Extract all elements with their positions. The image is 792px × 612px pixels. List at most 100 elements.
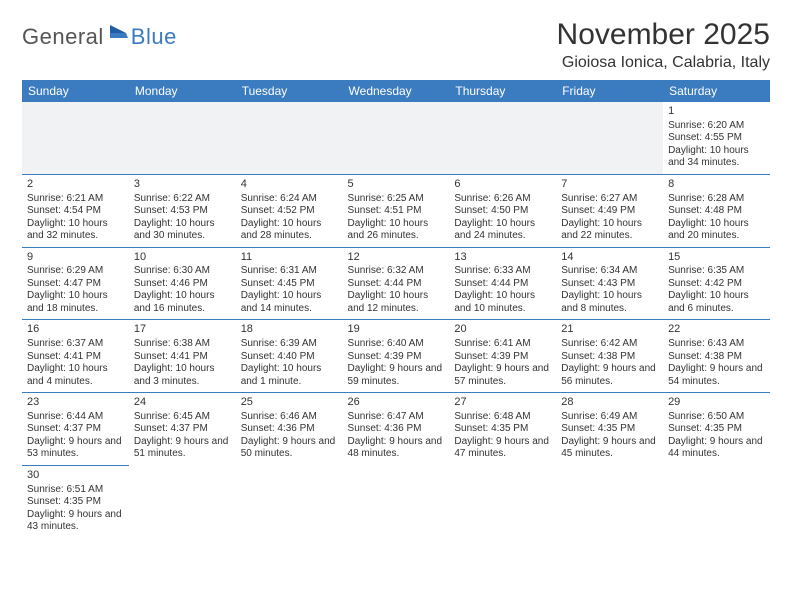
- calendar-cell: [556, 102, 663, 174]
- calendar-cell: [343, 102, 450, 174]
- sunset-text: Sunset: 4:45 PM: [241, 278, 338, 291]
- calendar-cell: 21Sunrise: 6:42 AMSunset: 4:38 PMDayligh…: [556, 320, 663, 393]
- calendar-cell: 9Sunrise: 6:29 AMSunset: 4:47 PMDaylight…: [22, 247, 129, 320]
- calendar-header-row: SundayMondayTuesdayWednesdayThursdayFrid…: [22, 80, 770, 102]
- logo-text-blue: Blue: [131, 24, 177, 50]
- day-number: 7: [561, 178, 658, 192]
- daylight-text: Daylight: 9 hours and 54 minutes.: [668, 363, 765, 388]
- day-number: 3: [134, 178, 231, 192]
- sunrise-text: Sunrise: 6:34 AM: [561, 265, 658, 278]
- daylight-text: Daylight: 10 hours and 3 minutes.: [134, 363, 231, 388]
- daylight-text: Daylight: 10 hours and 4 minutes.: [27, 363, 124, 388]
- sunrise-text: Sunrise: 6:26 AM: [454, 193, 551, 206]
- calendar-cell: 15Sunrise: 6:35 AMSunset: 4:42 PMDayligh…: [663, 247, 770, 320]
- day-number: 25: [241, 396, 338, 410]
- calendar-cell: 22Sunrise: 6:43 AMSunset: 4:38 PMDayligh…: [663, 320, 770, 393]
- sunset-text: Sunset: 4:55 PM: [668, 132, 765, 145]
- sunset-text: Sunset: 4:44 PM: [348, 278, 445, 291]
- weekday-header: Tuesday: [236, 80, 343, 102]
- sunset-text: Sunset: 4:46 PM: [134, 278, 231, 291]
- sunset-text: Sunset: 4:39 PM: [454, 351, 551, 364]
- sunset-text: Sunset: 4:48 PM: [668, 205, 765, 218]
- sunrise-text: Sunrise: 6:47 AM: [348, 411, 445, 424]
- calendar-cell: [449, 102, 556, 174]
- day-number: 24: [134, 396, 231, 410]
- sunset-text: Sunset: 4:40 PM: [241, 351, 338, 364]
- sunrise-text: Sunrise: 6:20 AM: [668, 120, 765, 133]
- daylight-text: Daylight: 10 hours and 22 minutes.: [561, 218, 658, 243]
- day-number: 15: [668, 251, 765, 265]
- sunrise-text: Sunrise: 6:29 AM: [27, 265, 124, 278]
- sunrise-text: Sunrise: 6:32 AM: [348, 265, 445, 278]
- sunrise-text: Sunrise: 6:40 AM: [348, 338, 445, 351]
- weekday-header: Friday: [556, 80, 663, 102]
- logo: General Blue: [22, 24, 177, 50]
- daylight-text: Daylight: 9 hours and 45 minutes.: [561, 436, 658, 461]
- logo-text-general: General: [22, 24, 104, 50]
- sunset-text: Sunset: 4:43 PM: [561, 278, 658, 291]
- calendar-cell: 11Sunrise: 6:31 AMSunset: 4:45 PMDayligh…: [236, 247, 343, 320]
- daylight-text: Daylight: 10 hours and 20 minutes.: [668, 218, 765, 243]
- weekday-header: Monday: [129, 80, 236, 102]
- calendar-cell: 3Sunrise: 6:22 AMSunset: 4:53 PMDaylight…: [129, 174, 236, 247]
- day-number: 12: [348, 251, 445, 265]
- day-number: 19: [348, 323, 445, 337]
- sunrise-text: Sunrise: 6:31 AM: [241, 265, 338, 278]
- daylight-text: Daylight: 9 hours and 44 minutes.: [668, 436, 765, 461]
- calendar-cell: 5Sunrise: 6:25 AMSunset: 4:51 PMDaylight…: [343, 174, 450, 247]
- daylight-text: Daylight: 10 hours and 24 minutes.: [454, 218, 551, 243]
- calendar-body: 1Sunrise: 6:20 AMSunset: 4:55 PM Daylight…: [22, 102, 770, 538]
- title-block: November 2025 Gioiosa Ionica, Calabria, …: [557, 18, 770, 72]
- sunrise-text: Sunrise: 6:45 AM: [134, 411, 231, 424]
- daylight-text: Daylight: 10 hours and 1 minute.: [241, 363, 338, 388]
- daylight-text: Daylight: 9 hours and 56 minutes.: [561, 363, 658, 388]
- day-number: 1: [668, 105, 765, 119]
- calendar-cell: [343, 465, 450, 537]
- calendar-cell: 12Sunrise: 6:32 AMSunset: 4:44 PMDayligh…: [343, 247, 450, 320]
- day-number: 28: [561, 396, 658, 410]
- calendar-cell: 28Sunrise: 6:49 AMSunset: 4:35 PMDayligh…: [556, 393, 663, 466]
- day-number: 2: [27, 178, 124, 192]
- day-number: 22: [668, 323, 765, 337]
- daylight-text: Daylight: 10 hours and 12 minutes.: [348, 290, 445, 315]
- calendar-cell: [236, 102, 343, 174]
- sunset-text: Sunset: 4:35 PM: [561, 423, 658, 436]
- sunrise-text: Sunrise: 6:48 AM: [454, 411, 551, 424]
- calendar-cell: 13Sunrise: 6:33 AMSunset: 4:44 PMDayligh…: [449, 247, 556, 320]
- day-number: 21: [561, 323, 658, 337]
- sunrise-text: Sunrise: 6:24 AM: [241, 193, 338, 206]
- sunset-text: Sunset: 4:44 PM: [454, 278, 551, 291]
- calendar-week: 23Sunrise: 6:44 AMSunset: 4:37 PMDayligh…: [22, 393, 770, 466]
- calendar-cell: 4Sunrise: 6:24 AMSunset: 4:52 PMDaylight…: [236, 174, 343, 247]
- calendar-cell: 23Sunrise: 6:44 AMSunset: 4:37 PMDayligh…: [22, 393, 129, 466]
- sunrise-text: Sunrise: 6:37 AM: [27, 338, 124, 351]
- flag-icon: [108, 23, 130, 46]
- sunset-text: Sunset: 4:38 PM: [561, 351, 658, 364]
- day-number: 11: [241, 251, 338, 265]
- calendar-cell: 17Sunrise: 6:38 AMSunset: 4:41 PMDayligh…: [129, 320, 236, 393]
- sunset-text: Sunset: 4:36 PM: [348, 423, 445, 436]
- day-number: 14: [561, 251, 658, 265]
- calendar-week: 2Sunrise: 6:21 AMSunset: 4:54 PMDaylight…: [22, 174, 770, 247]
- sunrise-text: Sunrise: 6:33 AM: [454, 265, 551, 278]
- day-number: 6: [454, 178, 551, 192]
- sunset-text: Sunset: 4:41 PM: [27, 351, 124, 364]
- day-number: 8: [668, 178, 765, 192]
- sunrise-text: Sunrise: 6:50 AM: [668, 411, 765, 424]
- daylight-text: Daylight: 10 hours and 16 minutes.: [134, 290, 231, 315]
- sunrise-text: Sunrise: 6:28 AM: [668, 193, 765, 206]
- sunset-text: Sunset: 4:50 PM: [454, 205, 551, 218]
- sunrise-text: Sunrise: 6:22 AM: [134, 193, 231, 206]
- daylight-text: Daylight: 9 hours and 43 minutes.: [27, 509, 124, 534]
- calendar-cell: [556, 465, 663, 537]
- sunrise-text: Sunrise: 6:51 AM: [27, 484, 124, 497]
- day-number: 13: [454, 251, 551, 265]
- sunset-text: Sunset: 4:52 PM: [241, 205, 338, 218]
- sunrise-text: Sunrise: 6:46 AM: [241, 411, 338, 424]
- sunset-text: Sunset: 4:35 PM: [668, 423, 765, 436]
- daylight-text: Daylight: 9 hours and 57 minutes.: [454, 363, 551, 388]
- day-number: 26: [348, 396, 445, 410]
- calendar-week: 16Sunrise: 6:37 AMSunset: 4:41 PMDayligh…: [22, 320, 770, 393]
- calendar-cell: [663, 465, 770, 537]
- calendar-cell: 7Sunrise: 6:27 AMSunset: 4:49 PMDaylight…: [556, 174, 663, 247]
